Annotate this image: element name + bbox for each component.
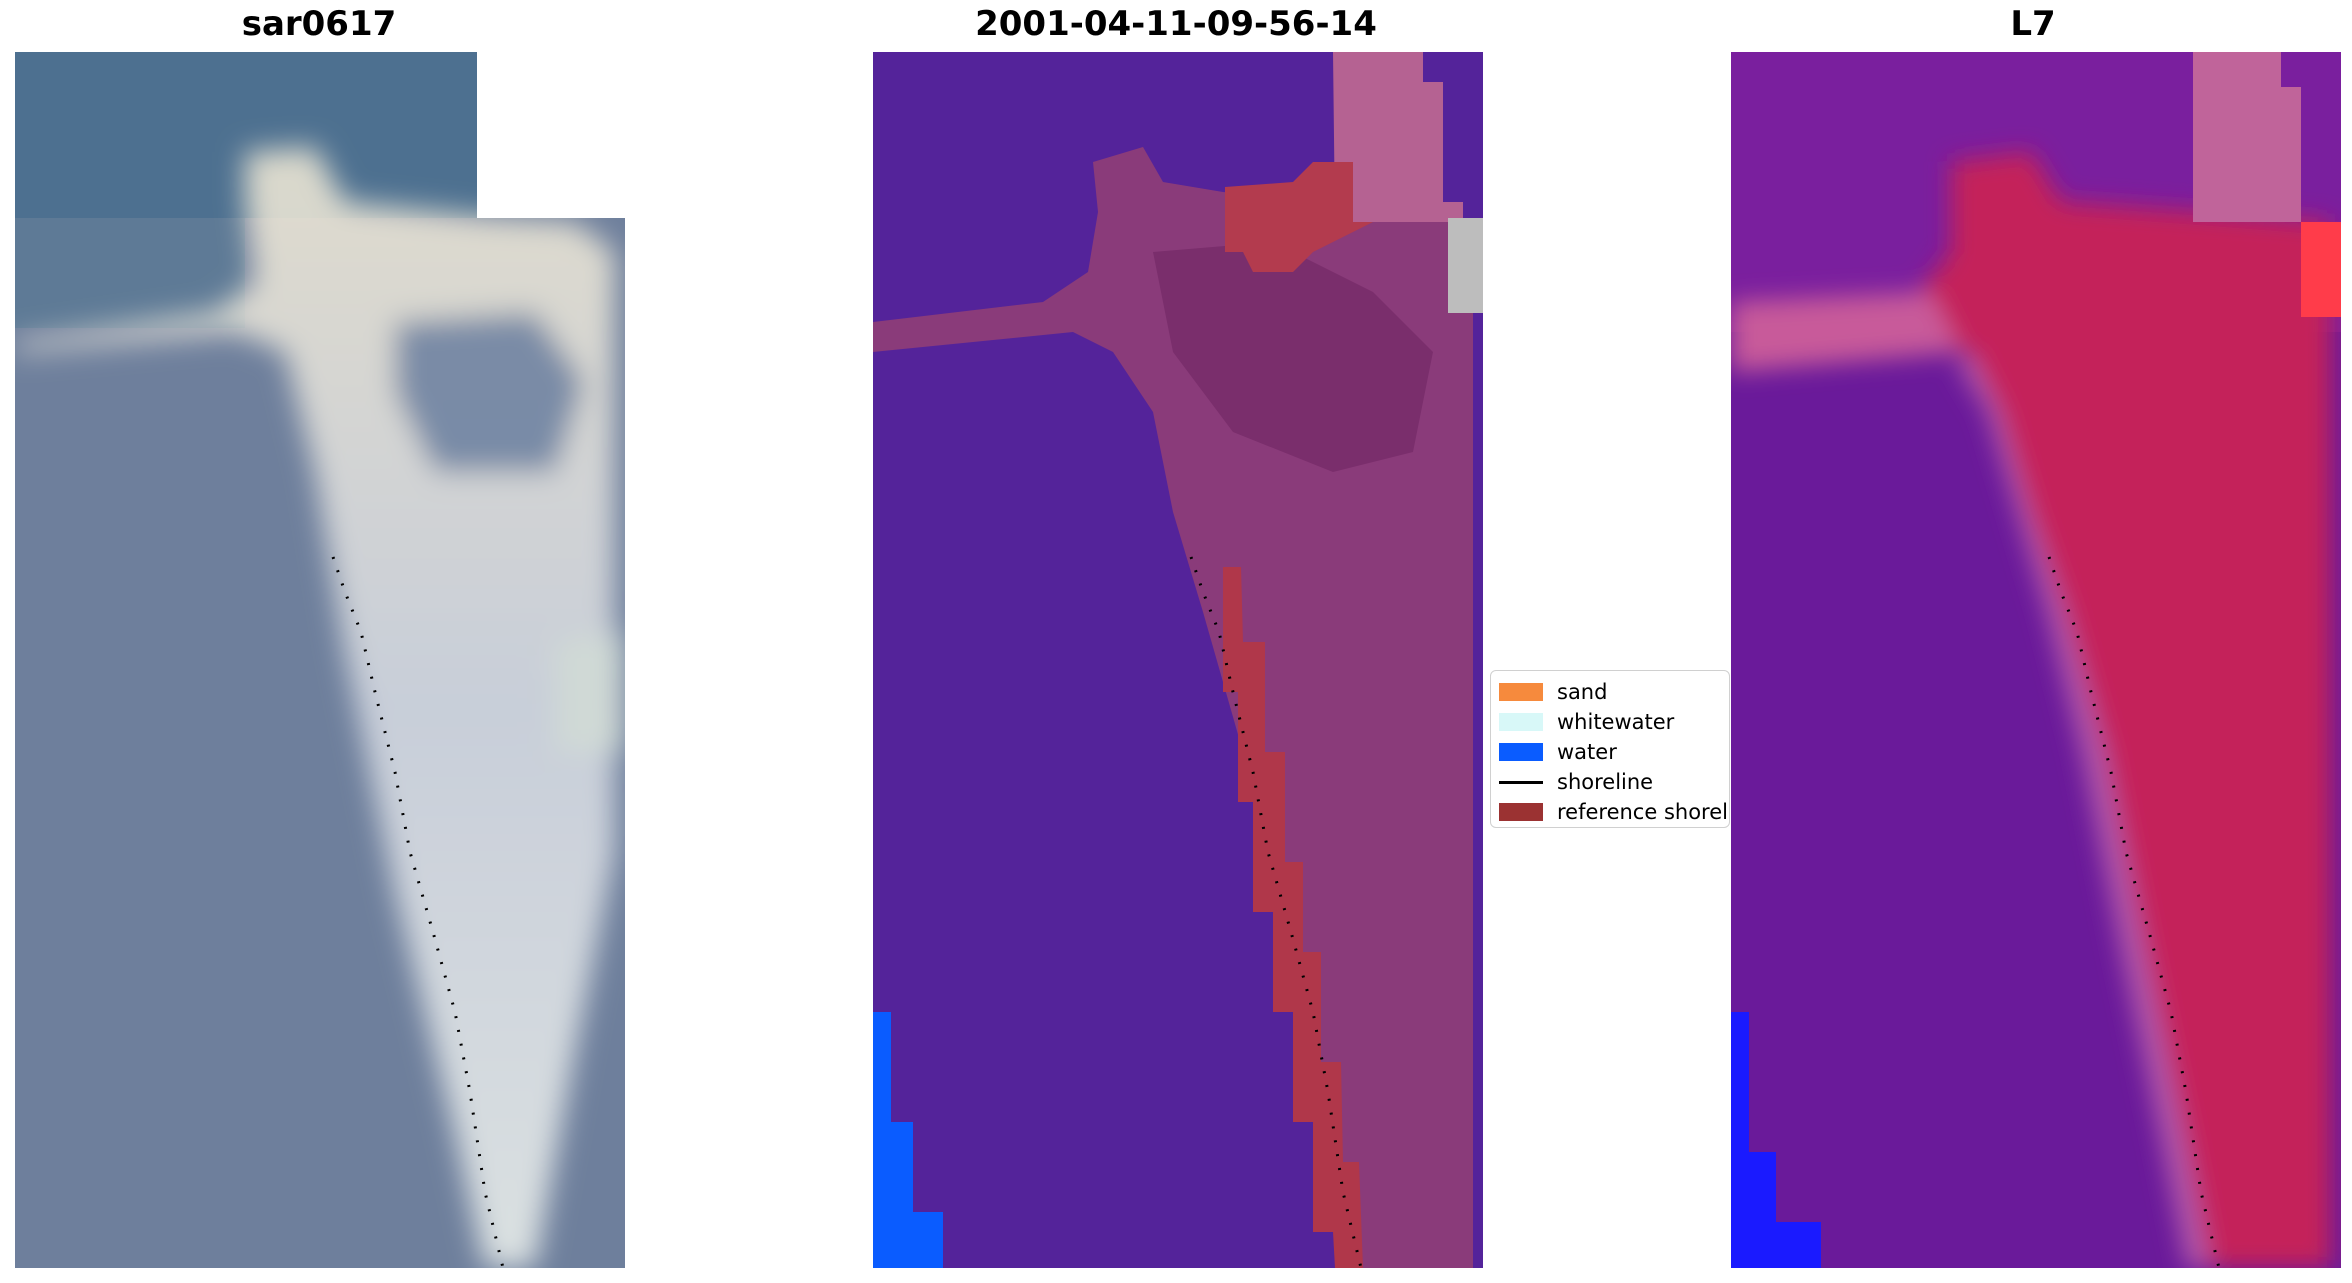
panel-title-classified: 2001-04-11-09-56-14 xyxy=(975,4,1377,44)
legend-label-water: water xyxy=(1557,740,1617,764)
legend-item-reference-shoreline: reference shoreline xyxy=(1499,797,1729,827)
legend-item-water: water xyxy=(1499,737,1729,767)
legend-item-sand: sand xyxy=(1499,677,1729,707)
legend-swatch-reference-shoreline xyxy=(1499,803,1543,821)
legend-label-sand: sand xyxy=(1557,680,1608,704)
legend: sand whitewater water shoreline referenc… xyxy=(1490,670,1730,828)
satellite-rgb-image xyxy=(15,52,625,1268)
legend-swatch-water xyxy=(1499,743,1543,761)
legend-swatch-sand xyxy=(1499,683,1543,701)
legend-label-reference-shoreline: reference shoreline xyxy=(1557,800,1729,824)
legend-line-shoreline xyxy=(1499,780,1543,784)
panel-title-rgb: sar0617 xyxy=(241,4,397,44)
legend-swatch-whitewater xyxy=(1499,713,1543,731)
legend-item-shoreline: shoreline xyxy=(1499,767,1729,797)
legend-label-shoreline: shoreline xyxy=(1557,770,1654,794)
classified-image xyxy=(873,52,1483,1268)
legend-label-whitewater: whitewater xyxy=(1557,710,1675,734)
index-image xyxy=(1731,52,2341,1268)
panel-title-index: L7 xyxy=(2010,4,2056,44)
legend-item-whitewater: whitewater xyxy=(1499,707,1729,737)
